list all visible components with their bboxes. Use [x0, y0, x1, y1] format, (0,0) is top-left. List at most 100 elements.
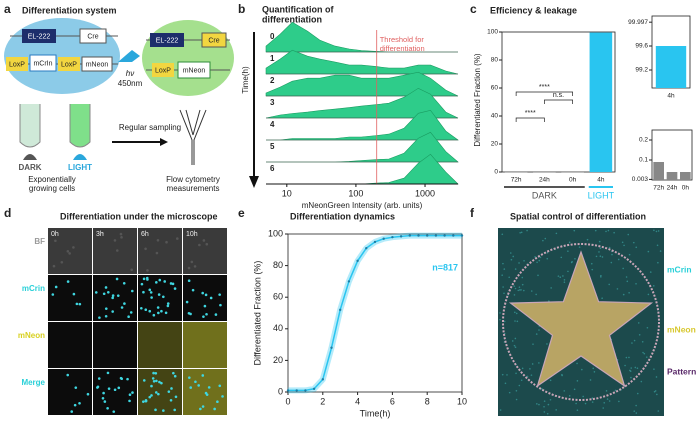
texture: [590, 262, 593, 265]
cell: [72, 292, 76, 296]
texture: [630, 367, 633, 369]
texture: [563, 390, 566, 392]
cell: [152, 371, 155, 375]
bar: [504, 171, 528, 173]
cell: [113, 239, 117, 242]
texture: [653, 229, 655, 232]
cell: [120, 377, 124, 381]
y-tick-label: 80: [273, 260, 283, 270]
texture: [555, 409, 557, 411]
threshold-label: Threshold for: [380, 35, 425, 44]
cell: [155, 281, 158, 284]
texture: [523, 260, 525, 262]
texture: [547, 403, 550, 406]
cell: [155, 379, 158, 383]
loxp-label: LoxP: [9, 61, 25, 68]
x-axis-label: Time(h): [360, 408, 391, 418]
y-tick-label: 40: [491, 113, 499, 120]
texture: [543, 400, 546, 402]
texture: [510, 258, 513, 261]
y-tick-label: 80: [491, 57, 499, 64]
arrowhead: [249, 176, 259, 188]
texture: [563, 279, 566, 281]
cell: [131, 391, 134, 394]
cell: [221, 395, 224, 398]
texture: [504, 382, 507, 385]
texture: [586, 238, 589, 241]
cell: [165, 240, 168, 244]
cell: [157, 392, 160, 396]
cell: [176, 237, 179, 240]
cell: [142, 379, 146, 382]
el222: [22, 29, 56, 43]
cell: [119, 232, 123, 236]
cell: [112, 410, 116, 413]
texture: [642, 351, 644, 354]
texture: [578, 246, 581, 248]
texture: [512, 255, 515, 258]
cell: [219, 303, 222, 307]
texture: [526, 375, 529, 378]
x-tick-label: 4: [355, 396, 360, 406]
point: [382, 237, 385, 240]
x-tick-label: 24h: [539, 177, 550, 184]
texture: [592, 367, 595, 370]
x-tick-label: 0h: [682, 185, 690, 192]
cell: [191, 288, 195, 292]
texture: [529, 368, 531, 370]
cell: [144, 247, 147, 251]
texture: [599, 255, 602, 258]
texture: [516, 320, 519, 323]
histogram: [266, 109, 459, 141]
cell: [154, 408, 157, 412]
flow-caption: Flow cytometry: [166, 175, 220, 184]
loxp: [6, 57, 28, 71]
cell: [162, 409, 165, 412]
cell: [120, 236, 123, 239]
significance-bracket: [515, 117, 545, 122]
cell: [102, 292, 106, 296]
micrograph: [138, 275, 182, 321]
texture: [636, 367, 639, 369]
cell: [185, 300, 189, 304]
cell: [154, 391, 158, 394]
cell: [113, 388, 117, 392]
texture: [575, 402, 577, 405]
time-label: 10h: [186, 231, 198, 238]
texture: [605, 390, 608, 392]
x-tick-label: 6: [390, 396, 395, 406]
cell: [152, 313, 156, 317]
cell: [140, 306, 143, 310]
significance-label: ****: [539, 84, 550, 91]
texture: [508, 391, 511, 394]
cell: [154, 371, 158, 375]
texture: [613, 231, 615, 234]
texture: [518, 286, 521, 288]
texture: [576, 409, 579, 411]
lamp: [23, 154, 37, 160]
panel-title: Differentiation dynamics: [290, 211, 395, 221]
texture: [538, 362, 540, 364]
texture: [546, 257, 549, 260]
texture: [513, 294, 516, 296]
texture: [657, 230, 660, 232]
texture: [581, 368, 583, 371]
cell: [173, 374, 177, 378]
texture: [531, 363, 534, 365]
texture: [608, 283, 610, 286]
cell: [205, 242, 209, 246]
pattern-circle: [502, 243, 660, 401]
texture: [645, 356, 648, 358]
point: [321, 378, 324, 381]
panel-label: d: [4, 206, 11, 220]
cell: [74, 386, 78, 389]
cell: [150, 394, 153, 397]
pattern-star: [508, 250, 654, 388]
texture: [655, 376, 658, 378]
texture: [513, 285, 516, 287]
cell: [142, 290, 145, 294]
texture: [560, 256, 563, 259]
cell: [201, 374, 205, 377]
micrograph: [138, 322, 182, 368]
texture: [605, 230, 607, 233]
